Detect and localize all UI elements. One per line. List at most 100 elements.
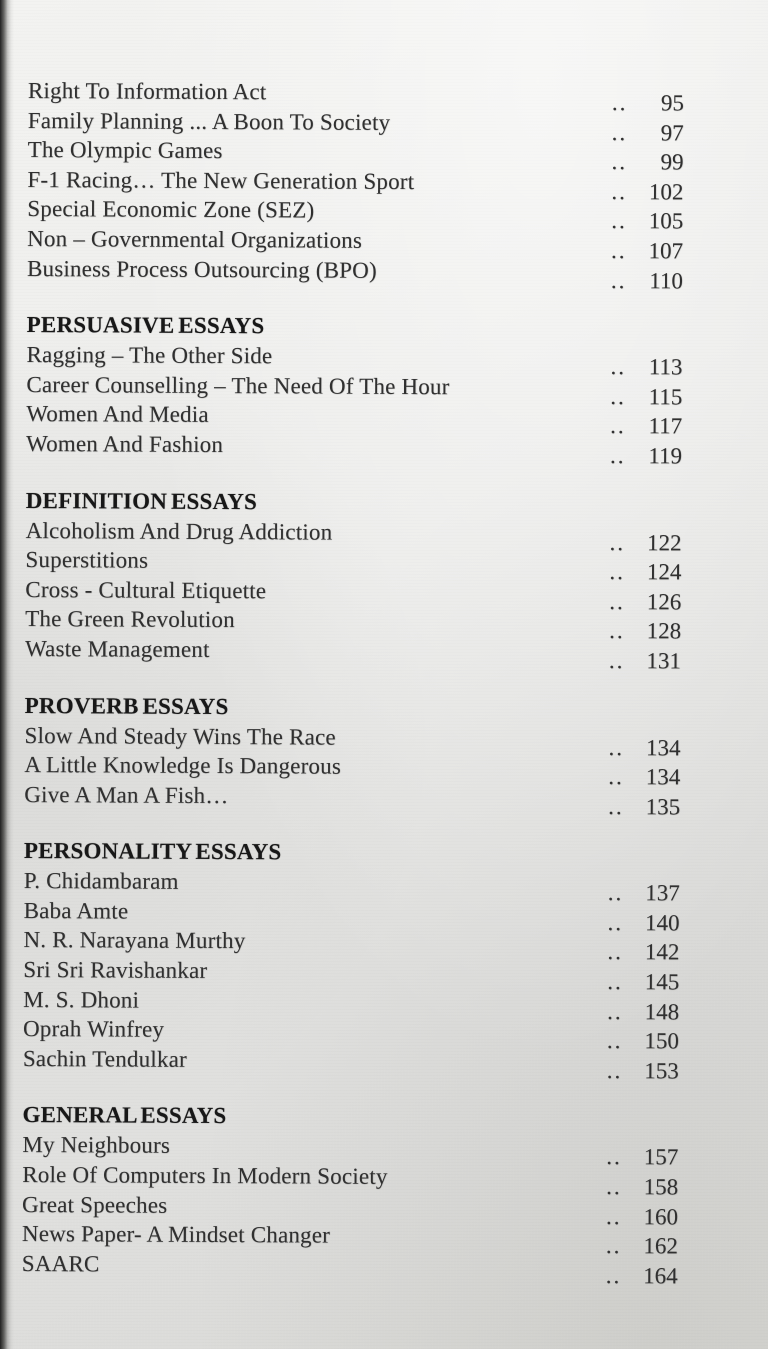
essay-title: Great Speeches bbox=[22, 1191, 168, 1218]
page-ref: .. 142 bbox=[607, 938, 679, 968]
leader-dots: .. bbox=[611, 178, 627, 204]
toc-row: Baba Amte .. 140 bbox=[24, 896, 680, 935]
page-number: 99 bbox=[660, 149, 684, 175]
page-ref: .. 137 bbox=[608, 878, 680, 908]
toc-row: Right To Information Act .. 95 bbox=[27, 76, 684, 115]
leader-dots: .. bbox=[606, 1028, 623, 1054]
toc-row: Slow And Steady Wins The Race .. 134 bbox=[24, 720, 680, 759]
essay-title: Slow And Steady Wins The Race bbox=[24, 722, 336, 750]
page-number: 128 bbox=[646, 618, 682, 644]
page-ref: .. 157 bbox=[606, 1142, 678, 1172]
page-number: 105 bbox=[648, 208, 684, 234]
essay-title: N. R. Narayana Murthy bbox=[23, 927, 246, 954]
essay-title: Non – Governmental Organizations bbox=[27, 225, 363, 253]
leader-dots: .. bbox=[607, 998, 623, 1024]
toc-row: Role Of Computers In Modern Society .. 1… bbox=[22, 1160, 678, 1199]
essay-title: P. Chidambaram bbox=[23, 868, 179, 895]
page-number: 140 bbox=[645, 910, 680, 936]
page-number: 95 bbox=[660, 90, 684, 116]
essay-title: A Little Knowledge Is Dangerous bbox=[24, 752, 342, 779]
essay-title: Women And Media bbox=[26, 401, 209, 428]
essay-title: Oprah Winfrey bbox=[22, 1016, 165, 1042]
page-ref: .. 107 bbox=[611, 236, 683, 266]
page-number: 119 bbox=[648, 443, 683, 469]
essay-title: SAARC bbox=[21, 1250, 100, 1277]
toc-row: Oprah Winfrey .. 150 bbox=[22, 1014, 679, 1053]
page-number: 122 bbox=[647, 529, 682, 555]
page-number: 135 bbox=[645, 793, 681, 820]
leader-dots: .. bbox=[605, 1262, 622, 1288]
page-ref: .. 148 bbox=[607, 997, 679, 1027]
toc-section: GENERAL ESSAYS My Neighbours .. 157 Role… bbox=[21, 1100, 679, 1288]
essay-title: Sri Sri Ravishankar bbox=[23, 957, 208, 984]
toc-section: PROVERB ESSAYS Slow And Steady Wins The … bbox=[24, 690, 681, 819]
page-ref: .. 134 bbox=[608, 733, 680, 763]
toc-row: The Green Revolution .. 128 bbox=[25, 604, 681, 643]
toc-row: F-1 Racing… The New Generation Sport .. … bbox=[27, 165, 683, 204]
page-number: 97 bbox=[660, 119, 684, 146]
page-number: 157 bbox=[643, 1144, 679, 1170]
page-ref: .. 97 bbox=[612, 118, 684, 148]
page-ref: .. 135 bbox=[608, 792, 680, 822]
page-number: 110 bbox=[649, 267, 684, 293]
toc-row: Give A Man A Fish… .. 135 bbox=[24, 780, 680, 819]
leader-dots: .. bbox=[608, 793, 624, 819]
essay-title: Ragging – The Other Side bbox=[26, 342, 273, 369]
toc-section: DEFINITION ESSAYS Alcoholism And Drug Ad… bbox=[24, 486, 682, 674]
toc-row: Great Speeches .. 160 bbox=[22, 1190, 678, 1229]
leader-dots: .. bbox=[609, 559, 625, 585]
leader-dots: .. bbox=[611, 149, 628, 175]
toc-row: Cross - Cultural Etiquette .. 126 bbox=[25, 575, 681, 614]
page-ref: .. 128 bbox=[609, 616, 681, 646]
toc-row: Special Economic Zone (SEZ) .. 105 bbox=[27, 194, 683, 233]
page-ref: .. 160 bbox=[606, 1202, 678, 1232]
toc-row: N. R. Narayana Murthy .. 142 bbox=[23, 925, 679, 964]
page-ref: .. 113 bbox=[610, 352, 682, 382]
page-ref: .. 95 bbox=[612, 88, 684, 118]
page-ref: .. 150 bbox=[607, 1026, 679, 1056]
essay-title: The Green Revolution bbox=[25, 606, 235, 633]
essay-title: Waste Management bbox=[24, 635, 210, 662]
section-heading: PERSONALITY ESSAYS bbox=[23, 838, 282, 865]
page-number: 160 bbox=[643, 1203, 679, 1230]
page-number: 162 bbox=[643, 1233, 678, 1259]
leader-dots: .. bbox=[610, 354, 627, 380]
page-ref: .. 164 bbox=[606, 1261, 678, 1291]
essay-title: My Neighbours bbox=[22, 1132, 171, 1159]
page-ref: .. 126 bbox=[609, 587, 681, 617]
page-number: 113 bbox=[648, 354, 683, 380]
toc-section: PERSONALITY ESSAYS P. Chidambaram .. 137… bbox=[22, 836, 680, 1083]
leader-dots: .. bbox=[607, 969, 623, 995]
essay-title: Special Economic Zone (SEZ) bbox=[27, 196, 315, 223]
toc-row: Superstitions .. 124 bbox=[25, 545, 681, 584]
leader-dots: .. bbox=[610, 383, 626, 409]
essay-title: Family Planning ... A Boon To Society bbox=[27, 107, 391, 135]
page-number: 124 bbox=[646, 559, 682, 585]
page-number: 158 bbox=[643, 1174, 679, 1200]
page-ref: .. 102 bbox=[611, 177, 683, 207]
essay-title: M. S. Dhoni bbox=[23, 986, 140, 1013]
page-number: 153 bbox=[644, 1058, 679, 1084]
page-ref: .. 105 bbox=[611, 206, 683, 236]
page-number: 134 bbox=[645, 764, 681, 790]
essay-title: Cross - Cultural Etiquette bbox=[25, 576, 267, 603]
leader-dots: .. bbox=[608, 764, 624, 790]
essay-title: Right To Information Act bbox=[27, 77, 267, 105]
page-ref: .. 115 bbox=[610, 382, 682, 412]
page-number: 126 bbox=[646, 588, 682, 615]
page-ref: .. 140 bbox=[607, 908, 680, 938]
section-heading: PERSUASIVE ESSAYS bbox=[26, 312, 265, 339]
leader-dots: .. bbox=[610, 267, 627, 293]
page-ref: .. 145 bbox=[607, 967, 679, 997]
toc-row: M. S. Dhoni .. 148 bbox=[23, 985, 679, 1024]
page-number: 137 bbox=[645, 880, 680, 906]
essay-title: Sachin Tendulkar bbox=[22, 1045, 187, 1072]
page-ref: .. 124 bbox=[609, 557, 681, 587]
page-ref: .. 117 bbox=[610, 411, 682, 441]
page-number: 150 bbox=[644, 1028, 680, 1054]
leader-dots: .. bbox=[609, 529, 626, 555]
essay-title: F-1 Racing… The New Generation Sport bbox=[27, 166, 415, 194]
page-number: 164 bbox=[643, 1263, 678, 1289]
page-ref: .. 134 bbox=[608, 762, 680, 792]
page-number: 102 bbox=[648, 179, 684, 205]
